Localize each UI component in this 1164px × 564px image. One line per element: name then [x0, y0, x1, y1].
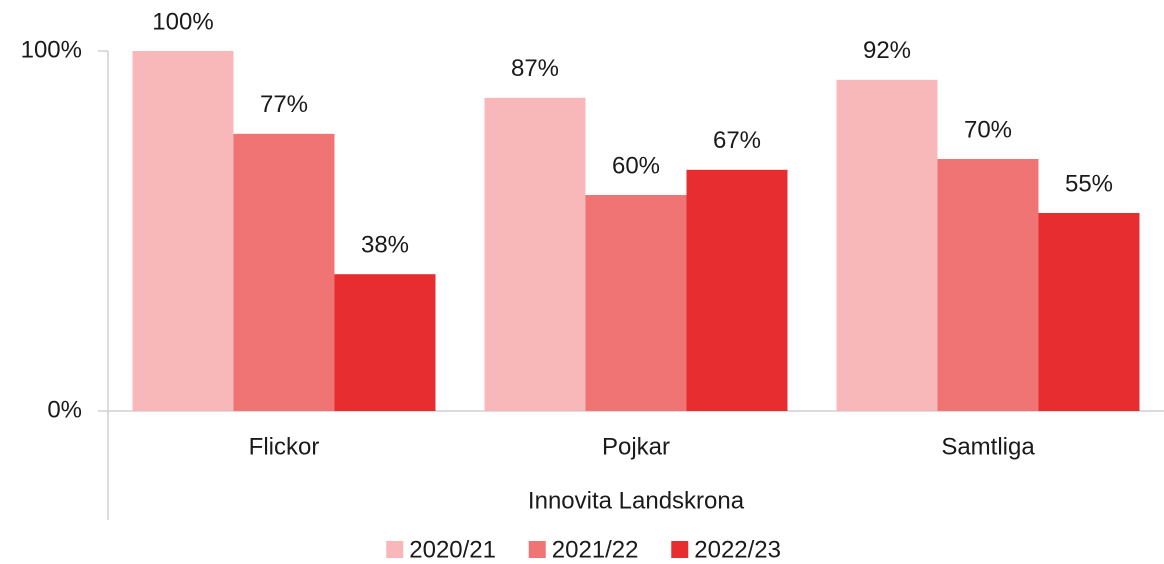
bar [1038, 213, 1140, 411]
legend-label: 2022/23 [694, 536, 781, 563]
data-label: 38% [361, 232, 409, 259]
y-tick-label: 100% [21, 36, 82, 63]
x-axis-label: Innovita Landskrona [528, 487, 745, 514]
x-tick-label: Samtliga [941, 433, 1035, 460]
bar [233, 133, 335, 412]
data-label: 92% [863, 37, 911, 64]
data-label: 60% [612, 152, 660, 179]
legend-label: 2020/21 [409, 536, 496, 563]
data-label: 70% [964, 116, 1012, 143]
x-tick-label: Pojkar [602, 433, 670, 460]
legend-swatch [528, 541, 546, 558]
data-label: 87% [511, 55, 559, 82]
bar [334, 274, 436, 411]
data-label: 67% [713, 127, 761, 154]
bar [836, 79, 938, 412]
legend-swatch [386, 541, 404, 558]
legend-label: 2021/22 [552, 536, 639, 563]
bar [937, 159, 1039, 411]
data-label: 77% [260, 91, 308, 118]
bar [132, 51, 234, 411]
legend-swatch [671, 541, 689, 558]
bar [585, 195, 687, 411]
x-tick-label: Flickor [249, 433, 320, 460]
data-label: 55% [1065, 170, 1113, 197]
bar [484, 97, 586, 412]
y-tick-label: 0% [47, 396, 82, 423]
bar [686, 169, 788, 411]
data-label: 100% [152, 8, 213, 35]
